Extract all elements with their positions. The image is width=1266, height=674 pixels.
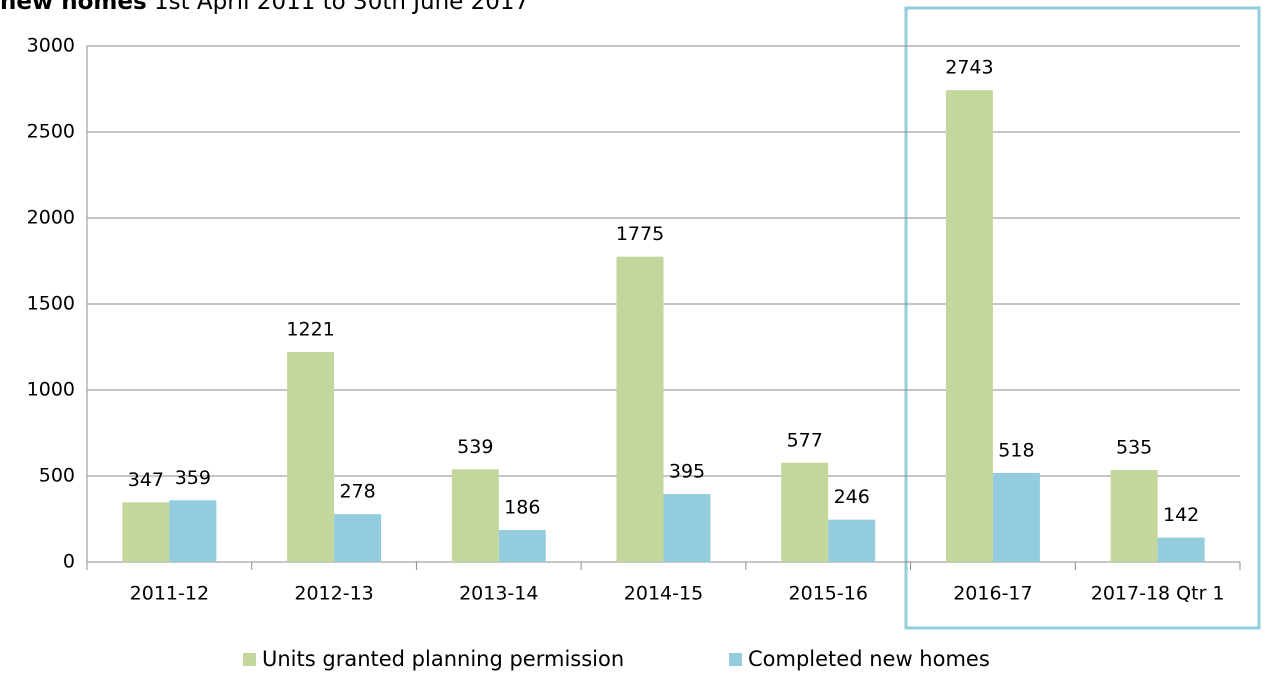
data-label: 2743 <box>945 57 993 79</box>
y-tick-label: 1500 <box>27 293 75 315</box>
bar <box>945 90 993 562</box>
bar <box>781 462 829 562</box>
data-label: 347 <box>128 469 164 491</box>
title-rest: 1st April 2011 to 30th June 2017 <box>154 0 529 15</box>
bar <box>1157 537 1205 562</box>
highlight-box <box>904 6 1261 630</box>
data-label: 186 <box>504 497 540 519</box>
data-label: 142 <box>1163 504 1199 526</box>
x-tick-label: 2017-18 Qtr 1 <box>1091 583 1225 605</box>
data-label: 278 <box>339 481 375 503</box>
bar <box>663 494 711 562</box>
x-tick-label: 2014-15 <box>624 583 703 605</box>
bar <box>334 514 382 562</box>
bar <box>992 472 1040 562</box>
bar <box>616 256 664 562</box>
bar <box>498 530 546 562</box>
y-tick-label: 2500 <box>27 121 75 143</box>
data-label: 1221 <box>286 318 334 340</box>
legend-swatch <box>729 653 742 666</box>
x-tick-label: 2011-12 <box>130 583 209 605</box>
data-label: 1775 <box>616 223 664 245</box>
data-label: 518 <box>998 439 1034 461</box>
data-label: 535 <box>1116 436 1152 458</box>
bar <box>287 351 335 562</box>
y-tick-label: 0 <box>63 551 75 573</box>
title-bold: new homes <box>0 0 147 15</box>
x-tick-label: 2012-13 <box>294 583 373 605</box>
x-tick-label: 2015-16 <box>789 583 868 605</box>
data-label: 359 <box>175 467 211 489</box>
legend-swatch <box>243 653 256 666</box>
y-tick-label: 500 <box>39 465 75 487</box>
bar <box>169 500 217 562</box>
bar <box>122 502 170 562</box>
data-label: 577 <box>787 429 823 451</box>
y-tick-label: 3000 <box>27 35 75 57</box>
x-tick-label: 2013-14 <box>459 583 538 605</box>
data-label: 539 <box>457 436 493 458</box>
bar <box>828 519 876 562</box>
chart-title: new homes 1st April 2011 to 30th June 20… <box>0 0 529 15</box>
data-label: 395 <box>669 461 705 483</box>
x-tick-label: 2016-17 <box>953 583 1032 605</box>
data-label: 246 <box>834 486 870 508</box>
y-tick-label: 2000 <box>27 207 75 229</box>
legend-label: Completed new homes <box>748 647 990 671</box>
bar <box>451 469 499 562</box>
legend-label: Units granted planning permission <box>262 647 624 671</box>
bar <box>1110 469 1158 562</box>
y-tick-label: 1000 <box>27 379 75 401</box>
